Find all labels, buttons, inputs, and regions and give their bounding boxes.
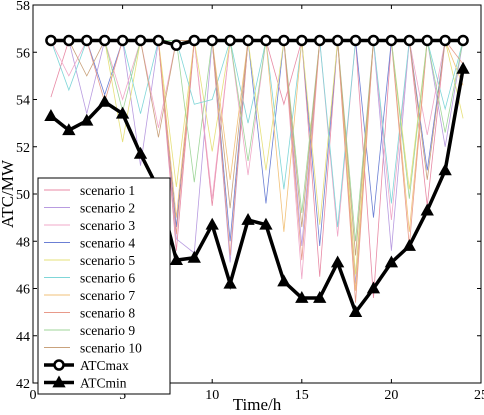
legend-label: scenario 1 <box>80 183 135 198</box>
point-ATCmin <box>456 61 470 74</box>
point-ATCmin <box>187 250 201 263</box>
point-ATCmin <box>133 146 148 159</box>
legend-label: scenario 6 <box>80 271 135 286</box>
point-ATCmin <box>98 94 112 107</box>
point-ATCmin <box>295 290 309 303</box>
y-tick-label: 42 <box>16 377 30 392</box>
point-ATCmax <box>134 34 147 47</box>
point-ATCmax <box>421 34 433 47</box>
y-tick-label: 50 <box>16 188 30 203</box>
point-ATCmin <box>80 113 94 126</box>
point-ATCmax <box>313 34 326 47</box>
point-ATCmax <box>349 34 362 47</box>
y-tick-label: 58 <box>16 0 30 14</box>
x-tick-label: 5 <box>119 388 126 403</box>
point-ATCmin <box>223 276 237 289</box>
point-ATCmin <box>44 109 58 121</box>
x-tick-label: 0 <box>30 388 37 403</box>
point-ATCmax <box>63 34 75 47</box>
y-tick-label: 48 <box>16 235 30 250</box>
x-tick-label: 20 <box>384 388 398 403</box>
y-tick-label: 56 <box>16 46 30 61</box>
point-ATCmax <box>170 39 183 51</box>
point-ATCmin <box>402 238 416 251</box>
point-ATCmax <box>260 34 272 47</box>
series-line-ATCmin <box>49 68 465 316</box>
point-ATCmax <box>367 34 380 47</box>
series-line-ATCmax <box>50 38 464 47</box>
legend: scenario 1 scenario 2 scenario 3 scenario 4… <box>37 177 171 395</box>
legend-marker <box>53 359 65 371</box>
point-ATCmin <box>115 106 130 119</box>
legend-label: scenario 7 <box>80 288 135 303</box>
point-ATCmax <box>116 34 129 47</box>
point-ATCmax <box>45 34 57 47</box>
legend-label: ATCmax <box>80 358 129 373</box>
point-ATCmin <box>241 212 255 225</box>
series-layer <box>44 34 470 318</box>
point-ATCmin <box>313 290 327 303</box>
y-axis-title: ATC/MW <box>0 159 17 228</box>
series-line-scenario-9 <box>50 40 464 242</box>
point-ATCmin <box>277 274 291 287</box>
y-tick-label: 44 <box>16 330 30 345</box>
y-tick-label: 54 <box>16 94 30 109</box>
point-ATCmin <box>366 281 381 294</box>
axes-layer: 0 5 10 15 20 25 42 44 46 48 50 52 54 56 58 <box>16 0 484 403</box>
y-tick-label: 52 <box>16 141 30 156</box>
legend-label: scenario 10 <box>80 341 142 356</box>
point-ATCmin <box>384 255 399 268</box>
point-ATCmin <box>205 217 219 230</box>
point-ATCmin <box>348 305 363 318</box>
point-ATCmin <box>259 217 273 230</box>
point-ATCmin <box>438 163 452 176</box>
point-ATCmax <box>278 34 290 47</box>
point-ATCmax <box>152 34 165 47</box>
x-tick-label: 10 <box>205 388 219 403</box>
point-ATCmax <box>457 34 469 47</box>
point-ATCmax <box>403 34 416 47</box>
point-ATCmax <box>81 34 93 47</box>
y-tick-label: 46 <box>16 283 30 298</box>
point-ATCmax <box>242 34 254 47</box>
point-ATCmax <box>331 34 344 47</box>
legend-label: ATCmin <box>80 376 127 391</box>
legend-label: scenario 9 <box>80 323 135 338</box>
point-ATCmax <box>98 34 111 47</box>
point-ATCmin <box>330 255 345 268</box>
point-ATCmin <box>420 203 434 216</box>
legend-label: scenario 8 <box>80 306 135 321</box>
point-ATCmax <box>439 34 451 47</box>
point-ATCmax <box>385 34 398 47</box>
legend-marker <box>52 375 66 388</box>
point-ATCmax <box>296 34 308 47</box>
x-tick-label: 25 <box>474 388 484 403</box>
legend-label: scenario 5 <box>80 253 135 268</box>
point-ATCmin <box>62 123 76 136</box>
point-ATCmin <box>169 253 184 266</box>
point-ATCmax <box>188 34 201 47</box>
legend-box <box>37 177 171 395</box>
x-tick-label: 15 <box>295 388 309 403</box>
legend-label: scenario 3 <box>80 218 135 233</box>
legend-label: scenario 2 <box>80 201 135 216</box>
point-ATCmax <box>224 34 236 47</box>
legend-label: scenario 4 <box>80 236 135 251</box>
point-ATCmax <box>206 34 218 47</box>
x-axis-title: Time/h <box>233 395 282 414</box>
